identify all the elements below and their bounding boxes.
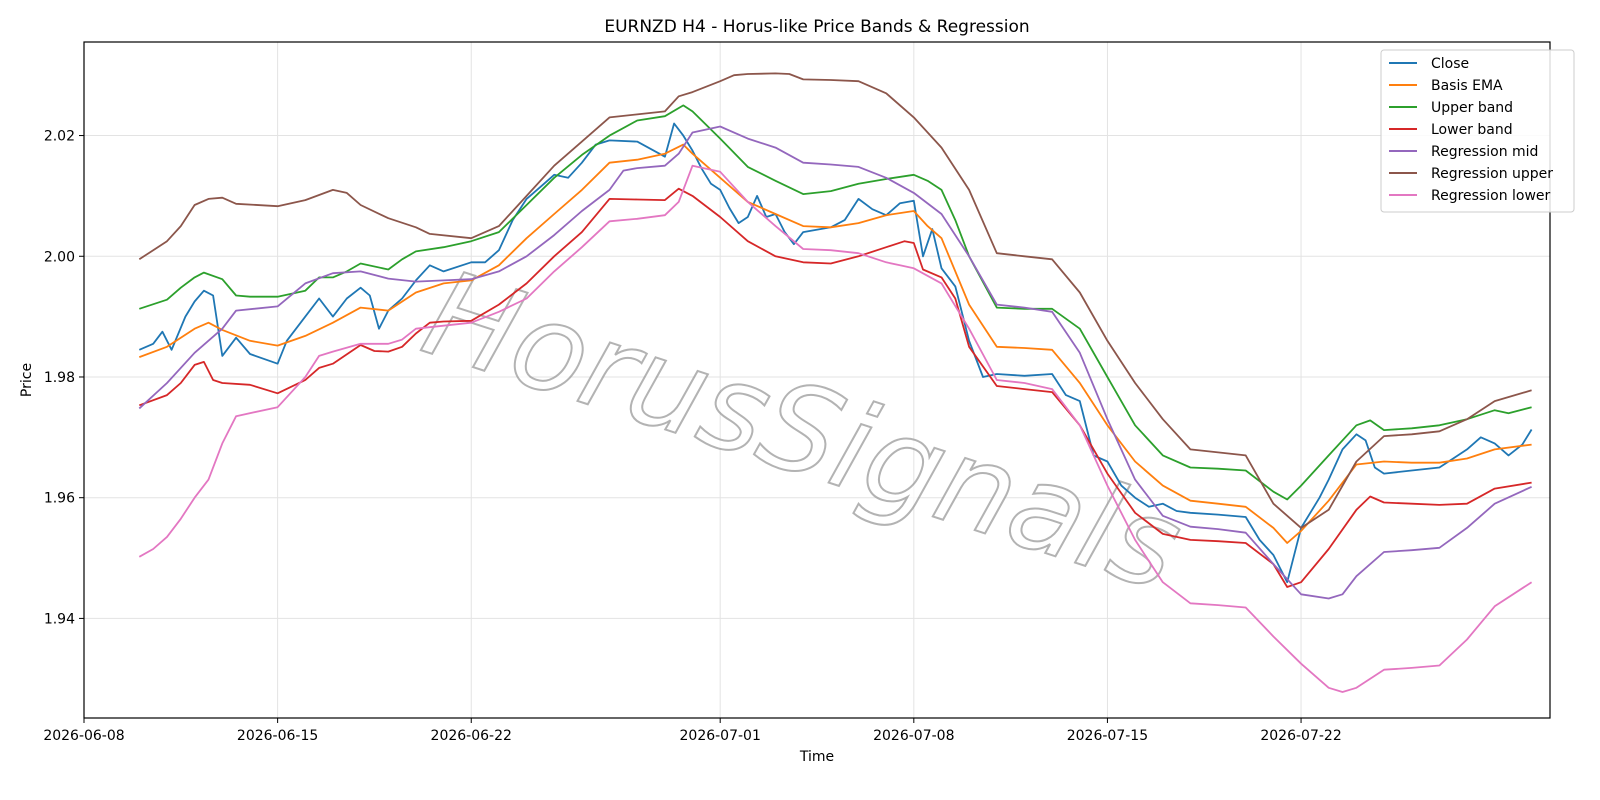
legend-label-regression-upper: Regression upper: [1431, 166, 1553, 182]
y-axis-ticks: 1.94 1.96 1.98 2.00 2.02: [44, 129, 84, 627]
x-axis-ticks: 2026-06-08 2026-06-15 2026-06-22 2026-07-01…: [43, 718, 1342, 744]
series-line-basis-ema: [138, 143, 1532, 544]
y-axis-label: Price: [19, 363, 35, 397]
legend-label-lower-band: Lower band: [1431, 122, 1513, 138]
legend-label-upper-band: Upper band: [1431, 100, 1513, 116]
x-tick-label: 2026-06-22: [431, 728, 512, 744]
legend-box: [1380, 49, 1575, 213]
legend-label-close: Close: [1431, 56, 1469, 72]
x-axis-label: Time: [799, 749, 834, 765]
plot-frame: [83, 41, 1551, 719]
x-tick-label: 2026-07-08: [873, 728, 954, 744]
y-tick-label: 1.94: [44, 611, 75, 627]
x-tick-label: 2026-06-15: [237, 728, 318, 744]
legend: Close Basis EMA Upper band Lower band Regres…: [1380, 49, 1575, 213]
series-line-lower-band: [138, 187, 1532, 588]
grid: [83, 42, 1550, 718]
chart-title: EURNZD H4 - Horus-like Price Bands & Reg…: [604, 17, 1029, 37]
y-tick-label: 1.98: [44, 370, 75, 386]
series-line-regression-lower: [138, 164, 1533, 693]
x-tick-label: 2026-07-15: [1067, 728, 1148, 744]
y-tick-label: 1.96: [44, 491, 75, 507]
legend-label-regression-lower: Regression lower: [1431, 188, 1551, 204]
x-tick-label: 2026-07-01: [680, 728, 761, 744]
y-tick-label: 2.00: [44, 249, 75, 265]
x-tick-label: 2026-07-22: [1260, 728, 1341, 744]
series-line-regression-upper: [138, 72, 1532, 529]
x-tick-label: 2026-06-08: [43, 728, 124, 744]
legend-label-regression-mid: Regression mid: [1431, 144, 1538, 160]
y-tick-label: 2.02: [44, 129, 75, 145]
legend-label-basis-ema: Basis EMA: [1431, 78, 1503, 94]
series-line-regression-mid: [138, 125, 1532, 600]
series-lines: [138, 72, 1533, 693]
